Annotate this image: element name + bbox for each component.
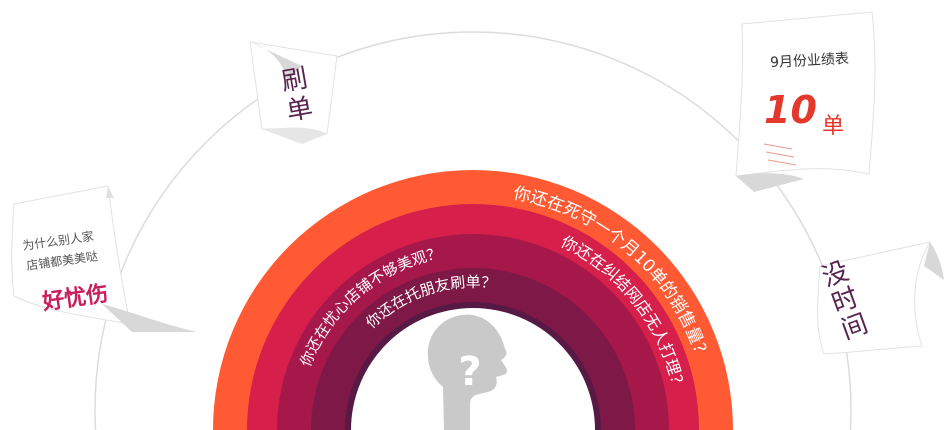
card-performance: 9月份业绩表 10 单 [724,4,884,194]
card-notime: 没时间 [800,236,946,356]
card-performance-number: 10 [764,88,817,132]
head-question-icon: ? [427,314,508,430]
svg-text:?: ? [458,349,481,395]
card-performance-unit: 单 [822,114,845,139]
card-envy: 为什么别人家 店铺都美美哒 好忧伤 [2,184,202,334]
card-shuadan: 刷单 [232,34,352,144]
card-performance-title: 9月份业绩表 [769,50,850,72]
